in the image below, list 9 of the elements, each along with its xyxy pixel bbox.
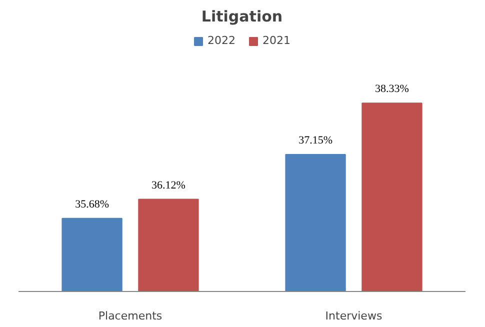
legend-label: 2021	[262, 34, 290, 47]
x-tick-label: Placements	[98, 310, 162, 322]
data-label: 35.68%	[75, 198, 109, 210]
chart-title: Litigation	[201, 8, 283, 26]
data-label: 38.33%	[375, 83, 409, 96]
data-label: 37.15%	[298, 134, 332, 146]
x-tick-label: Interviews	[325, 310, 382, 322]
data-label: 36.12%	[152, 179, 186, 192]
legend-label: 2022	[208, 34, 236, 47]
